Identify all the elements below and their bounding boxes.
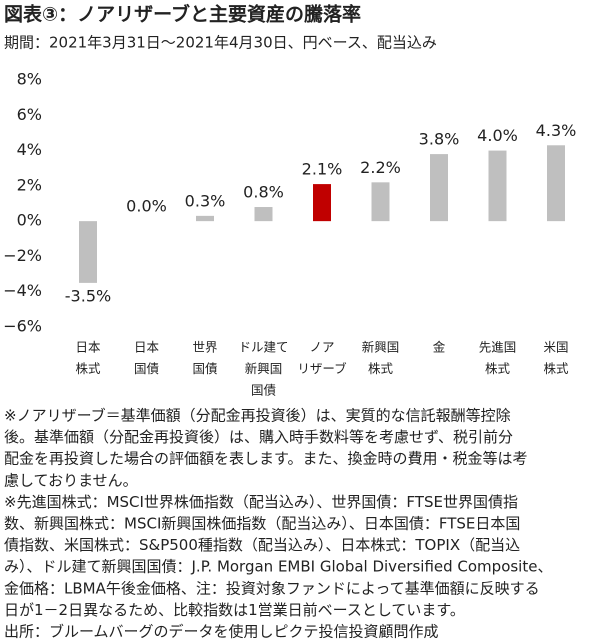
y-tick-label: 4% (17, 140, 42, 159)
note: 出所：ブルームバーグのデータを使用しピクテ投信投資顧問作成 (4, 623, 439, 641)
value-label: 0.0% (126, 197, 167, 216)
x-tick-label: 日本 (75, 340, 101, 355)
x-tick-label: 米国 (543, 340, 568, 355)
value-label: 2.2% (360, 158, 401, 177)
note: み）、ドル建て新興国国債：J.P. Morgan EMBI Global Div… (4, 558, 552, 576)
note: 債指数、米国株式：S&P500種指数（配当込み）、日本株式：TOPIX（配当込 (4, 536, 520, 554)
y-tick-label: −6% (3, 317, 42, 336)
value-label: 3.8% (419, 130, 460, 149)
x-tick-label: 新興国 (245, 361, 283, 376)
bar (430, 154, 448, 222)
x-tick-label: ノア (309, 340, 334, 355)
bar (313, 184, 331, 222)
y-tick-label: −4% (3, 281, 42, 300)
x-tick-label: 先進国 (479, 340, 517, 355)
value-label: 4.0% (477, 126, 518, 145)
chart-title: 図表③：ノアリザーブと主要資産の騰落率 (4, 3, 361, 26)
bar (196, 215, 214, 222)
y-tick-label: 2% (17, 175, 42, 194)
y-tick-label: −2% (3, 246, 42, 265)
x-tick-label: 国債 (134, 361, 159, 376)
note: 慮しておりません。 (4, 471, 138, 489)
value-label: 0.3% (185, 191, 226, 210)
x-tick-label: 日本 (134, 340, 160, 355)
bar (488, 150, 507, 222)
value-label: 2.1% (302, 160, 343, 179)
x-tick-label: 株式 (485, 361, 511, 376)
note: 金価格：LBMA午後金価格、注：投資対象ファンドによって基準価額に反映する (4, 579, 540, 597)
y-tick-label: 8% (17, 70, 42, 89)
x-tick-label: 世界 (192, 340, 218, 355)
value-label: -3.5% (65, 286, 111, 305)
y-tick-label: 0% (17, 211, 42, 230)
bar (79, 221, 97, 283)
bar (371, 182, 390, 222)
x-tick-label: ドル建て (238, 340, 288, 355)
x-tick-label: リザーブ (297, 361, 347, 376)
value-label: 0.8% (243, 183, 284, 202)
note: 後。基準価額（分配金再投資後）は、購入時手数料等を考慮せず、税引前分 (4, 428, 513, 446)
note: 配金を再投資した場合の評価額を表します。また、換金時の費用・税金等は考 (4, 450, 528, 468)
note: ※先進国株式：MSCI世界株価指数（配当込み）、世界国債：FTSE世界国債指 (4, 493, 518, 511)
bar (547, 145, 565, 222)
x-tick-label: 株式 (75, 361, 101, 376)
x-tick-label: 国債 (251, 383, 276, 398)
chart-subtitle: 期間：2021年3月31日～2021年4月30日、円ベース、配当込み (4, 34, 437, 52)
x-tick-label: 株式 (368, 361, 394, 376)
x-tick-label: 国債 (192, 361, 217, 376)
x-tick-label: 株式 (543, 361, 569, 376)
note: ※ノアリザーブ＝基準価額（分配金再投資後）は、実質的な信託報酬等控除 (4, 407, 511, 425)
bar (254, 207, 273, 222)
note: 日が1－2日異なるため、比較指数は1営業日前ベースとしています。 (4, 601, 465, 619)
value-label: 4.3% (536, 121, 577, 140)
x-tick-label: 新興国 (362, 340, 400, 355)
y-tick-label: 6% (17, 105, 42, 124)
x-tick-label: 金 (433, 340, 446, 355)
note: 数、新興国株式：MSCI新興国株価指数（配当込み）、日本国債：FTSE日本国 (4, 515, 520, 533)
